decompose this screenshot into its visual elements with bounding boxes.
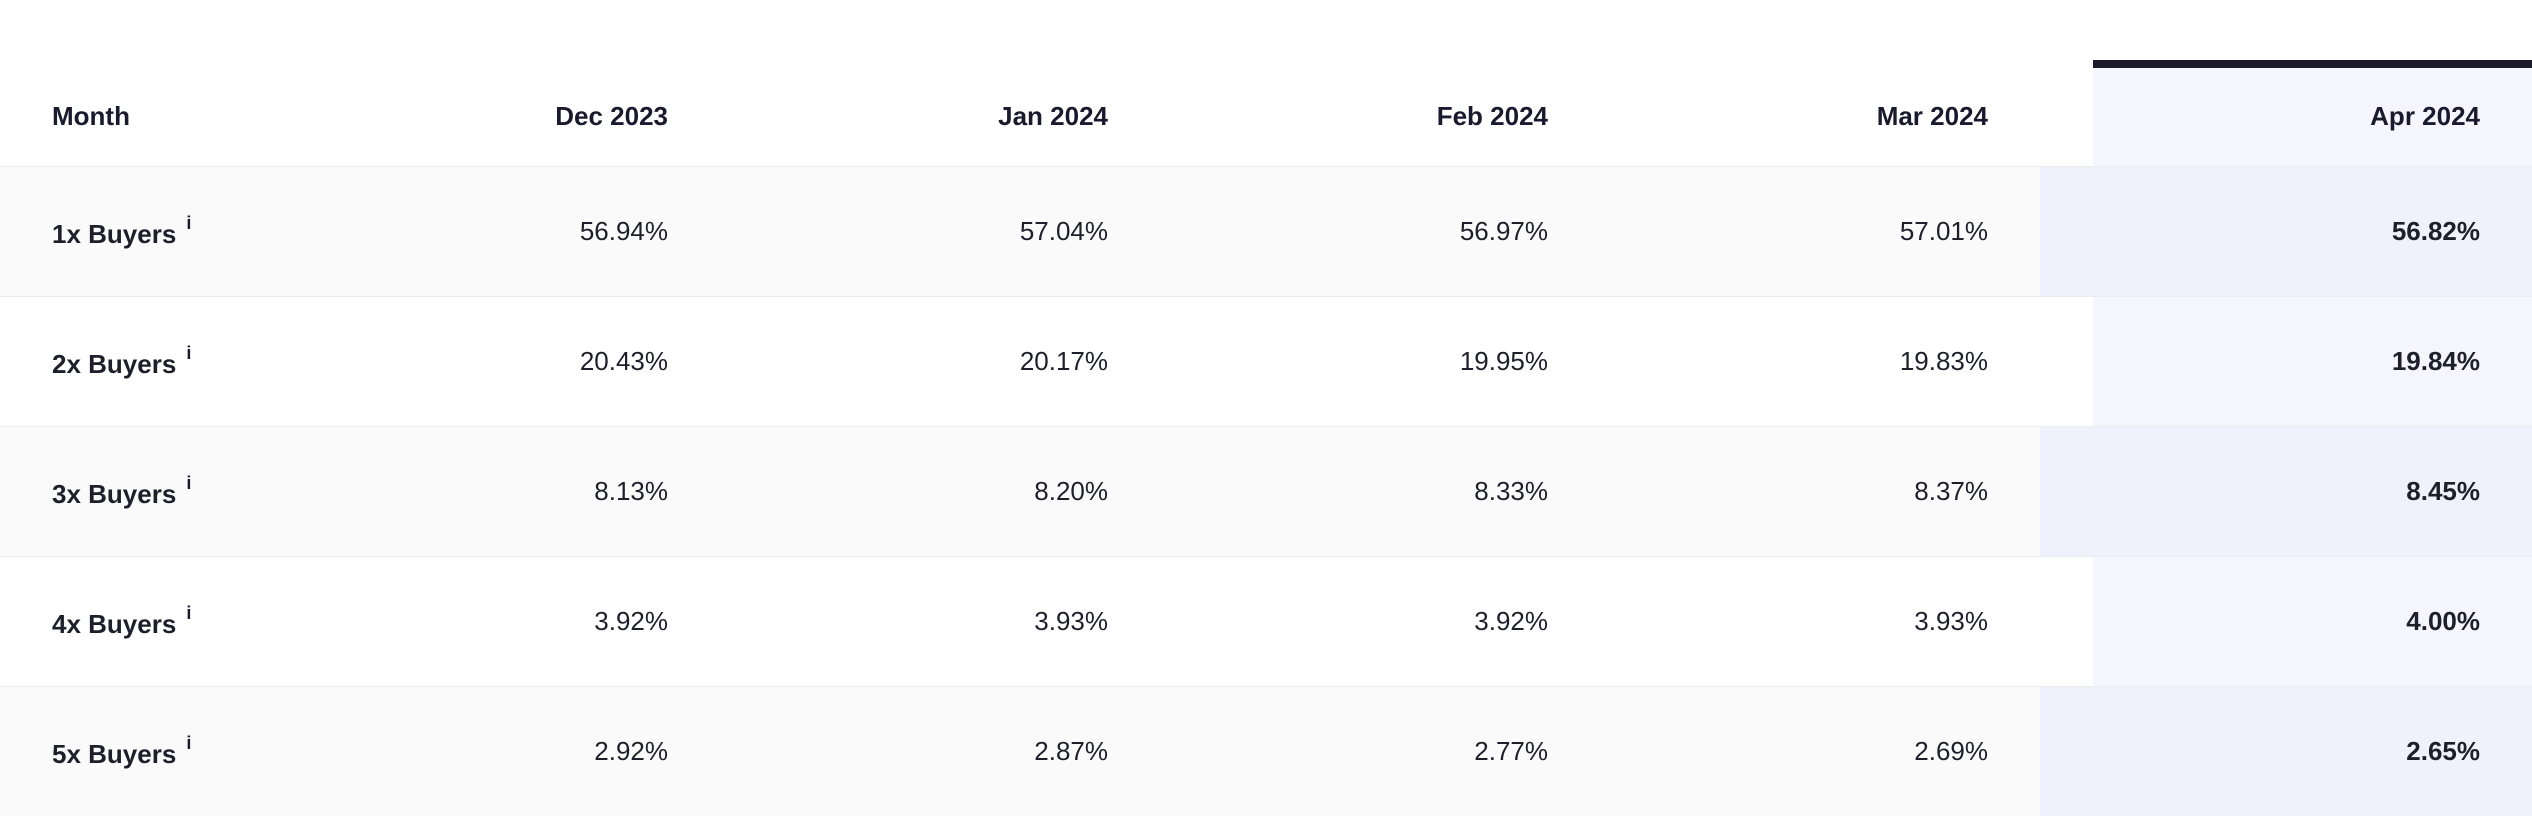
header-month-label: Month [52,101,130,132]
row-label-text: 5x Buyers [52,738,177,769]
table-row: 2x Buyers i 20.43% 20.17% 19.95% 19.83% 1… [0,296,2532,426]
cell-value: 19.95% [1459,345,1548,376]
cell-value: 56.97% [1160,166,1600,296]
cell-value-highlighted: 4.00% [2406,605,2480,636]
cell-value: 3.92% [1474,605,1548,636]
cell-value-highlighted: 8.45% [2040,426,2532,556]
header-month-feb-2024[interactable]: Feb 2024 [1436,101,1548,132]
cell-value: 2.87% [720,686,1160,816]
cell-value: 2.92% [280,686,720,816]
cell-value: 57.01% [1600,166,2040,296]
cell-value-highlighted: 56.82% [2040,166,2532,296]
buyers-frequency-table: Month Dec 2023 Jan 2024 Feb 2024 Mar 202… [0,68,2532,816]
cell-value: 57.04% [720,166,1160,296]
cell-value: 20.43% [579,345,668,376]
info-icon[interactable]: i [186,732,192,753]
table-header-row: Month Dec 2023 Jan 2024 Feb 2024 Mar 202… [0,68,2532,166]
row-label-1x-buyers: 1x Buyers i [0,166,280,296]
cell-value-highlighted: 2.65% [2040,686,2532,816]
cell-value: 2.77% [1160,686,1600,816]
cell-value: 3.93% [1914,605,1988,636]
row-label-4x-buyers: 4x Buyers i [0,556,280,686]
row-label-5x-buyers: 5x Buyers i [0,686,280,816]
table-row: 4x Buyers i 3.92% 3.93% 3.92% 3.93% 4.00% [0,556,2532,686]
table-row: 1x Buyers i 56.94% 57.04% 56.97% 57.01% 5… [0,166,2532,296]
row-label-text: 4x Buyers [52,608,177,639]
row-label-text: 3x Buyers [52,478,177,509]
cell-value: 56.94% [280,166,720,296]
row-label-3x-buyers: 3x Buyers i [0,426,280,556]
cell-value: 2.69% [1600,686,2040,816]
info-icon[interactable]: i [186,602,192,623]
cell-value: 8.37% [1600,426,2040,556]
cell-value: 20.17% [1019,345,1108,376]
cell-value: 3.93% [1034,605,1108,636]
cell-value-highlighted: 19.84% [2391,345,2480,376]
cell-value: 8.20% [720,426,1160,556]
info-icon[interactable]: i [186,212,192,233]
table-row: 5x Buyers i 2.92% 2.87% 2.77% 2.69% 2.65% [0,686,2532,816]
table-row: 3x Buyers i 8.13% 8.20% 8.33% 8.37% 8.45% [0,426,2532,556]
cell-value: 8.33% [1160,426,1600,556]
info-icon[interactable]: i [186,472,192,493]
header-month-dec-2023[interactable]: Dec 2023 [555,101,668,132]
cell-value: 3.92% [594,605,668,636]
row-label-text: 2x Buyers [52,348,177,379]
cell-value: 8.13% [280,426,720,556]
cell-value: 19.83% [1899,345,1988,376]
header-month-apr-2024[interactable]: Apr 2024 [2370,101,2480,132]
row-label-text: 1x Buyers [52,218,177,249]
row-label-2x-buyers: 2x Buyers i [0,296,280,426]
info-icon[interactable]: i [186,342,192,363]
header-month-jan-2024[interactable]: Jan 2024 [998,101,1108,132]
header-month-mar-2024[interactable]: Mar 2024 [1876,101,1988,132]
